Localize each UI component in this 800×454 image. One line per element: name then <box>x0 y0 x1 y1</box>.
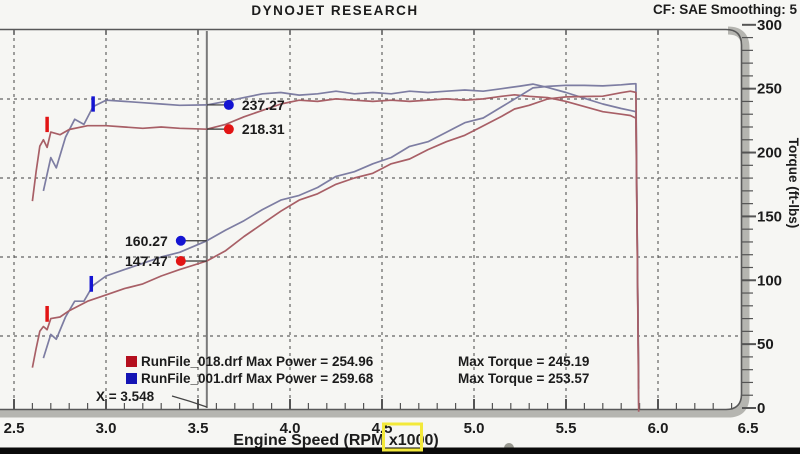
legend-run-power: RunFile_018.drf Max Power = 254.96 <box>141 354 374 369</box>
torque-tick-label: 250 <box>757 81 782 98</box>
cursor-x-value: X = 3.548 <box>96 389 155 404</box>
highlight-box <box>382 422 423 452</box>
readout-value-power_blue: 160.27 <box>125 233 168 249</box>
x-tick-label: 6.5 <box>738 420 759 437</box>
border-line <box>0 28 743 411</box>
torque-axis-title: Torque (ft-lbs) <box>786 138 800 228</box>
cursor-layer: X = 3.548 <box>96 31 208 408</box>
readout-value-torque_red: 218.31 <box>242 121 285 137</box>
page-title: DYNOJET RESEARCH <box>251 3 418 18</box>
readout-value-power_red: 147.47 <box>125 253 168 269</box>
x-tick-label: 5.0 <box>464 420 485 437</box>
x-tick-label: 2.5 <box>4 420 25 437</box>
readout-dot-torque_blue <box>223 99 234 110</box>
readout-value-torque_blue: 237.27 <box>242 97 285 113</box>
plot-border <box>0 26 750 418</box>
x-tick-label: 3.5 <box>188 420 209 437</box>
legend-swatch <box>126 356 137 367</box>
readout-dot-power_red <box>175 255 186 266</box>
correction-smoothing-label: CF: SAE Smoothing: 5 <box>653 2 797 17</box>
data-curves <box>31 82 640 412</box>
x-tick-label: 5.5 <box>556 420 577 437</box>
torque-tick-label: 100 <box>757 272 782 289</box>
torque-tick-label: 0 <box>757 400 765 417</box>
x-tick-label: 3.0 <box>96 420 117 437</box>
legend-run-torque: Max Torque = 253.57 <box>458 371 589 386</box>
curve-power_blue <box>42 82 640 406</box>
torque-tick-label: 50 <box>757 336 774 353</box>
curve-power_red <box>31 90 640 412</box>
torque-tick-label: 150 <box>757 208 782 225</box>
torque-tick-label: 300 <box>757 17 782 34</box>
torque-tick-label: 200 <box>757 145 782 162</box>
legend: RunFile_018.drf Max Power = 254.96 Max To… <box>126 354 589 386</box>
footer-overlay <box>0 422 800 454</box>
gridlines <box>0 31 740 408</box>
curve-torque_blue <box>42 83 640 383</box>
x-tick-label: 6.0 <box>648 420 669 437</box>
x-tick-label: 4.0 <box>280 420 301 437</box>
readout-dot-power_blue <box>175 235 186 246</box>
cursor-pointer-line <box>171 395 208 408</box>
legend-run-torque: Max Torque = 245.19 <box>458 354 589 369</box>
axis-labels: 2.5 3.0 3.5 4.0 4.5 5.0 5.5 6.0 6.50501001502002… <box>4 17 800 449</box>
legend-swatch <box>126 373 137 384</box>
axis-ticks <box>13 23 756 409</box>
cursor-readouts: 237.27 218.31 160.27 147.47 <box>125 97 285 269</box>
readout-dot-torque_red <box>223 124 234 135</box>
x-axis-title: Engine Speed (RPM x1000) <box>233 432 438 449</box>
legend-run-power: RunFile_001.drf Max Power = 259.68 <box>141 371 374 386</box>
